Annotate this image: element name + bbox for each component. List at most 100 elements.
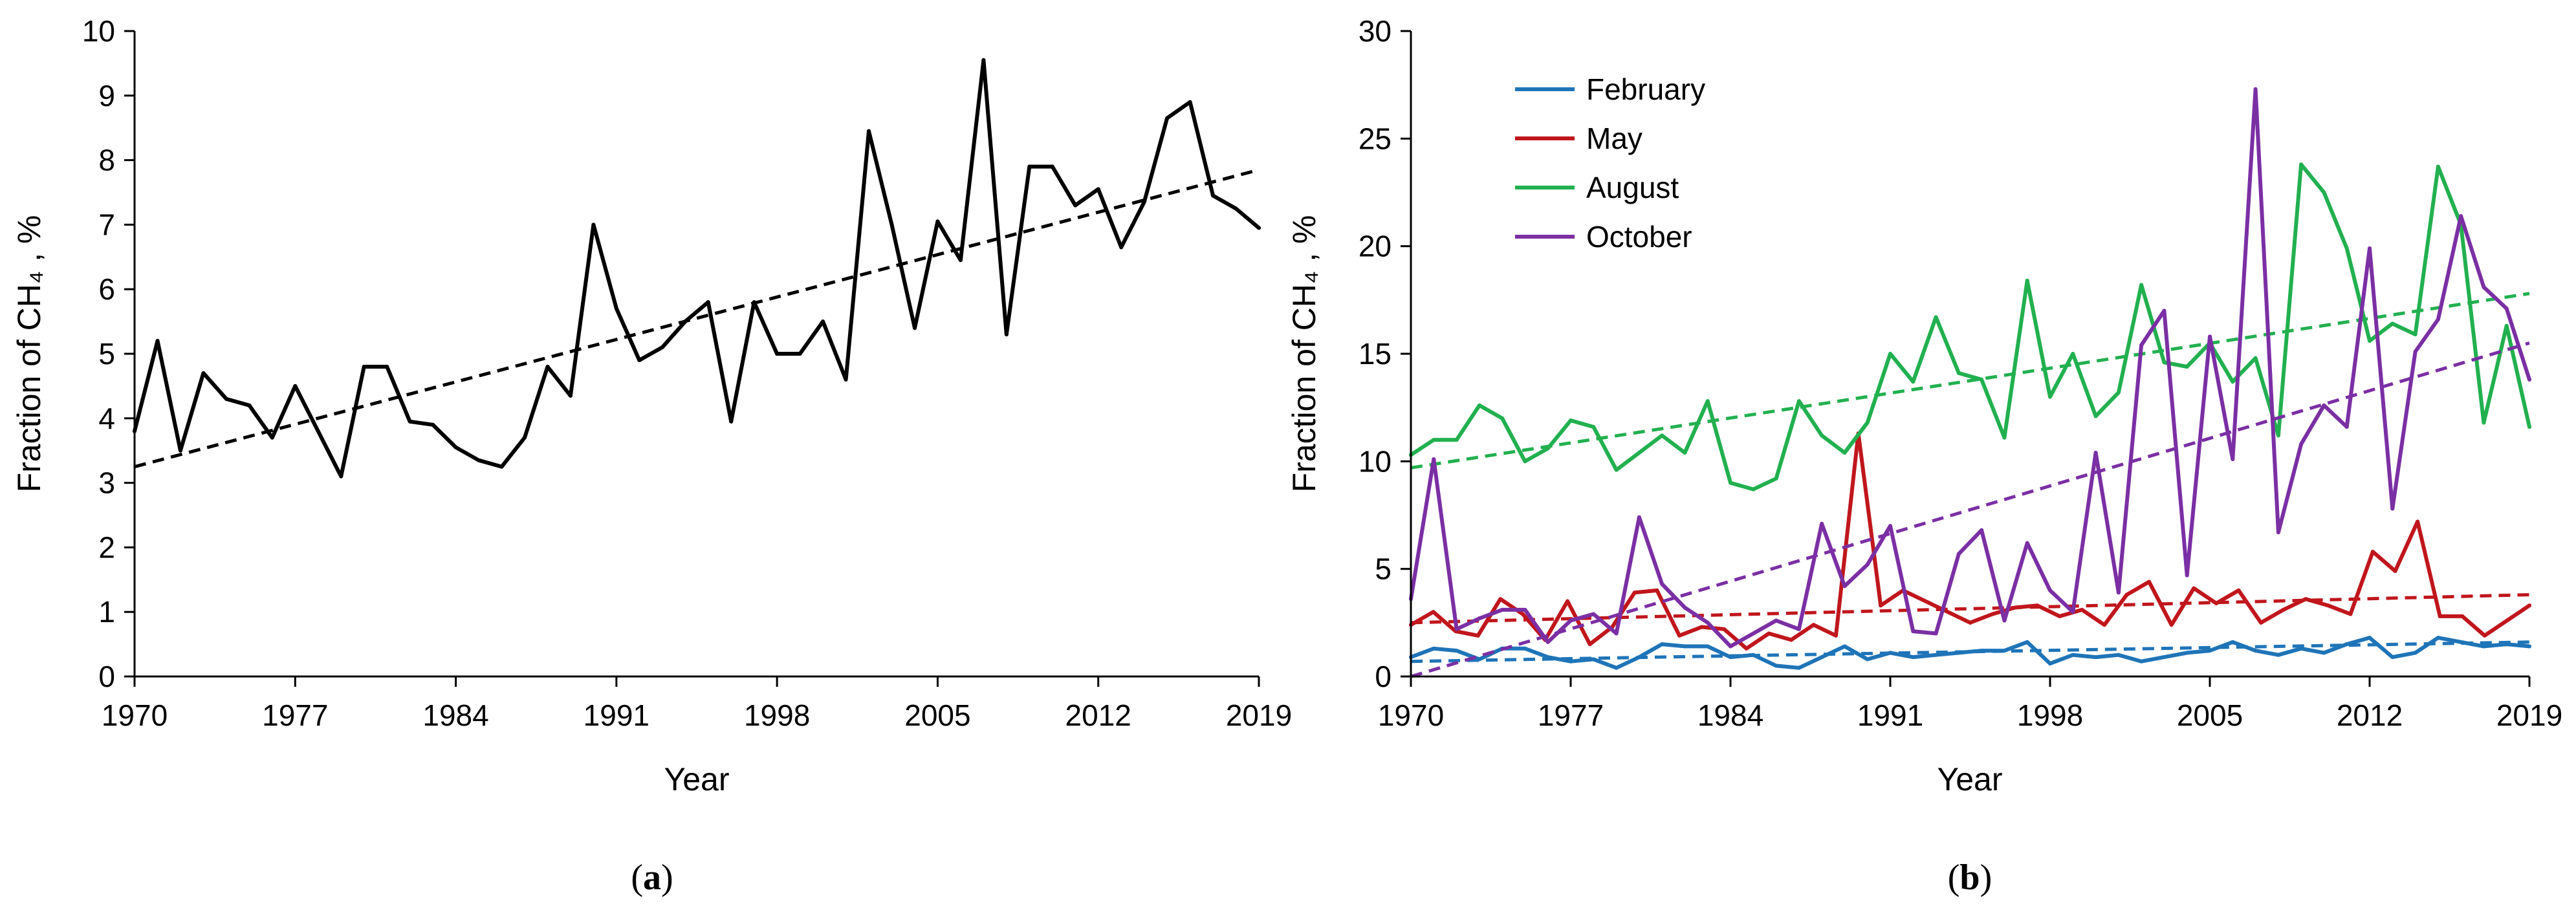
data-point-february bbox=[2048, 662, 2052, 666]
data-point-august bbox=[2093, 414, 2098, 418]
data-point-february bbox=[1888, 651, 1892, 655]
data-point-august bbox=[2071, 352, 2075, 356]
data-point-february bbox=[2459, 640, 2463, 644]
panel-b-y-axis-title: Fraction of CH₄ , % bbox=[1286, 215, 1322, 493]
data-point-october bbox=[1454, 627, 1459, 631]
data-point-october bbox=[2276, 530, 2280, 535]
data-point-august bbox=[1865, 420, 1870, 425]
data-point-fraction-of-ch4 bbox=[224, 396, 228, 401]
panel-a-y-tick-label: 10 bbox=[82, 14, 115, 48]
data-point-february bbox=[1683, 644, 1687, 649]
data-point-august bbox=[1500, 416, 1505, 420]
panel-b-y-tick-label: 25 bbox=[1359, 122, 1392, 155]
data-point-fraction-of-ch4 bbox=[522, 435, 527, 440]
data-point-october bbox=[1888, 524, 1892, 528]
data-point-october bbox=[1660, 581, 1665, 586]
data-point-october bbox=[1980, 528, 1984, 532]
data-point-february bbox=[1751, 653, 1756, 657]
data-point-february bbox=[2413, 651, 2418, 655]
panel-a-y-ticks bbox=[124, 30, 135, 678]
data-point-fraction-of-ch4 bbox=[178, 448, 182, 453]
data-point-february bbox=[2231, 640, 2235, 644]
panel-a-y-tick-label: 1 bbox=[98, 595, 115, 629]
data-point-february bbox=[1545, 655, 1550, 660]
data-point-may bbox=[2438, 614, 2442, 618]
data-point-fraction-of-ch4 bbox=[935, 219, 940, 224]
data-point-fraction-of-ch4 bbox=[293, 384, 298, 388]
data-point-october bbox=[2413, 349, 2418, 354]
data-point-october bbox=[2231, 457, 2235, 462]
data-point-october bbox=[2116, 590, 2121, 595]
data-point-may bbox=[1722, 627, 1727, 631]
data-point-february bbox=[1774, 664, 1778, 668]
data-point-august bbox=[2185, 364, 2189, 369]
data-point-august bbox=[2276, 433, 2280, 438]
data-point-february bbox=[2436, 636, 2440, 640]
data-point-fraction-of-ch4 bbox=[591, 222, 596, 227]
trend-line-fraction-of-ch4 bbox=[134, 168, 1260, 469]
panel-b-y-tick-label: 20 bbox=[1359, 230, 1392, 263]
data-point-august bbox=[2368, 339, 2372, 343]
data-point-fraction-of-ch4 bbox=[752, 300, 756, 305]
data-point-august bbox=[2231, 380, 2235, 384]
data-point-fraction-of-ch4 bbox=[912, 326, 917, 330]
data-point-february bbox=[1820, 655, 1824, 660]
data-point-fraction-of-ch4 bbox=[614, 307, 618, 311]
panel-a-x-tick-label: 1991 bbox=[584, 698, 649, 732]
panel-a-x-tick-label: 2005 bbox=[904, 698, 970, 732]
data-point-october bbox=[2482, 285, 2486, 289]
data-point-october bbox=[2208, 334, 2212, 339]
data-point-august bbox=[1523, 459, 1527, 464]
data-point-fraction-of-ch4 bbox=[1188, 100, 1192, 104]
data-point-fraction-of-ch4 bbox=[1211, 193, 1216, 198]
data-point-october bbox=[1614, 631, 1619, 636]
panel-a-x-tick-label: 2019 bbox=[1226, 698, 1292, 732]
data-point-fraction-of-ch4 bbox=[660, 345, 664, 350]
panel-b-x-tick-label: 1970 bbox=[1378, 698, 1444, 732]
data-point-february bbox=[1796, 665, 1801, 670]
data-point-february bbox=[2093, 655, 2098, 660]
panel-a-x-tick-label: 1970 bbox=[102, 698, 168, 732]
data-point-august bbox=[1637, 451, 1641, 455]
data-point-october bbox=[1842, 584, 1847, 589]
data-point-february bbox=[1523, 646, 1527, 651]
data-point-october bbox=[1865, 563, 1870, 567]
panel-a-x-tick-label: 1984 bbox=[422, 698, 488, 732]
data-point-october bbox=[1432, 457, 1436, 462]
data-point-august bbox=[1569, 418, 1573, 423]
data-point-february bbox=[1705, 644, 1710, 649]
data-point-fraction-of-ch4 bbox=[844, 377, 848, 382]
data-point-august bbox=[1705, 399, 1710, 404]
data-point-october bbox=[2459, 214, 2463, 219]
data-point-fraction-of-ch4 bbox=[706, 300, 710, 305]
data-point-october bbox=[1911, 629, 1916, 634]
data-point-october bbox=[1729, 644, 1732, 649]
data-point-may bbox=[2057, 614, 2062, 618]
data-point-august bbox=[1683, 451, 1687, 455]
panel-b-x-axis-title: Year bbox=[1937, 761, 2002, 797]
data-point-october bbox=[2025, 541, 2029, 545]
data-point-october bbox=[2436, 317, 2440, 321]
data-point-may bbox=[2482, 633, 2487, 638]
data-point-may bbox=[1945, 610, 1950, 614]
data-point-august bbox=[2482, 420, 2486, 425]
panel-a-y-tick-label: 4 bbox=[98, 402, 115, 435]
panel-a-y-tick-label: 7 bbox=[98, 208, 115, 241]
data-point-august bbox=[2344, 246, 2349, 250]
data-point-may bbox=[2214, 601, 2218, 605]
data-point-fraction-of-ch4 bbox=[477, 458, 481, 462]
series-line-august bbox=[1409, 162, 2531, 492]
data-point-fraction-of-ch4 bbox=[683, 319, 688, 324]
data-point-fraction-of-ch4 bbox=[729, 419, 734, 424]
data-point-february bbox=[2071, 653, 2075, 657]
data-point-february bbox=[2139, 659, 2144, 664]
data-point-may bbox=[1655, 588, 1659, 592]
panel-b-x-tick-label: 2012 bbox=[2337, 698, 2403, 732]
data-point-fraction-of-ch4 bbox=[958, 258, 963, 263]
data-point-fraction-of-ch4 bbox=[316, 429, 320, 433]
data-point-october bbox=[1956, 552, 1961, 556]
data-point-august bbox=[2162, 360, 2167, 365]
data-point-february bbox=[1660, 642, 1665, 647]
data-point-october bbox=[1637, 515, 1641, 519]
panel-b-x-tick-label: 2005 bbox=[2177, 698, 2243, 732]
